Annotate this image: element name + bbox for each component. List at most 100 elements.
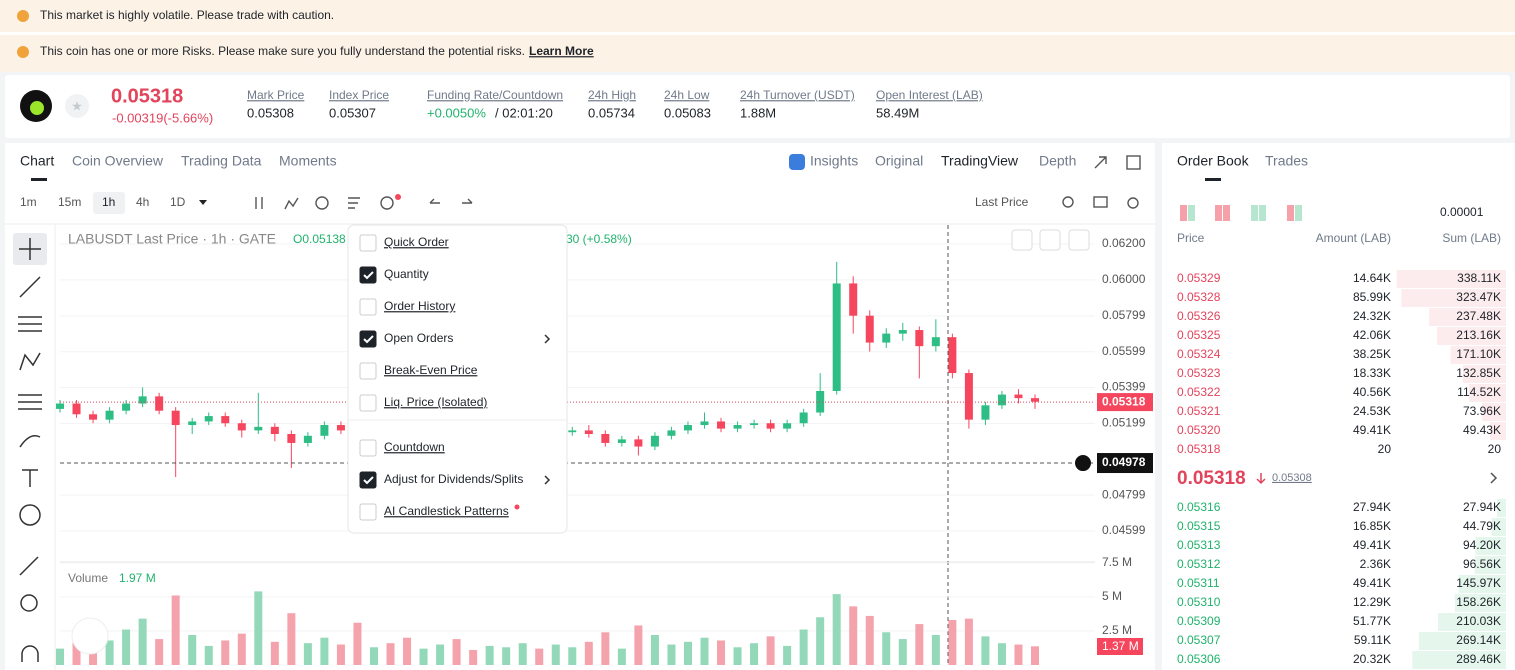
tool-pattern[interactable] [19, 352, 41, 371]
menu-item[interactable]: Order History [384, 299, 455, 313]
chart-tab[interactable]: Trading Data [181, 153, 262, 169]
menu-checkbox[interactable] [359, 503, 377, 521]
depth-bar [1418, 632, 1506, 650]
volume-bar [254, 591, 263, 665]
crosshair-plus[interactable] [1075, 455, 1091, 472]
interval[interactable]: 15m [58, 195, 81, 209]
menu-checkbox[interactable] [359, 394, 377, 412]
icon-search[interactable] [1062, 196, 1074, 208]
interval[interactable]: 1h [102, 195, 115, 209]
y-tick-label: 0.05599 [1102, 344, 1146, 358]
volume-tick-label: 5 M [1102, 589, 1122, 603]
ob-amount: 18.33K [1353, 366, 1391, 380]
tool-ruler[interactable] [19, 556, 39, 576]
ob-view-icon[interactable] [1215, 205, 1222, 221]
volume-bar [667, 644, 676, 665]
icon-camera[interactable] [1093, 196, 1108, 208]
candle-body [122, 403, 131, 411]
chart-corner-button[interactable] [1039, 229, 1061, 251]
ob-view-icon[interactable] [1223, 205, 1230, 221]
interval[interactable]: 1m [20, 195, 37, 209]
icon-replay[interactable] [315, 196, 329, 210]
chart-panel [5, 143, 1155, 670]
tool-line[interactable] [19, 276, 41, 298]
icon-indicators[interactable] [284, 197, 299, 210]
ob-tab[interactable]: Trades [1265, 153, 1308, 169]
ob-view-icon[interactable] [1287, 205, 1294, 221]
mid-chevron[interactable] [1490, 472, 1498, 484]
ob-sum: 44.79K [1463, 519, 1501, 533]
menu-item[interactable]: Quantity [384, 267, 429, 281]
tool-text[interactable] [22, 469, 38, 487]
icon-undo[interactable] [429, 198, 440, 204]
menu-item[interactable]: Open Orders [384, 331, 453, 345]
menu-item[interactable]: Adjust for Dividends/Splits [384, 472, 523, 486]
menu-item[interactable]: Liq. Price (Isolated) [384, 395, 487, 409]
icon-redo[interactable] [462, 198, 473, 204]
view-tab[interactable]: TradingView [941, 153, 1019, 169]
candle-body [964, 373, 973, 420]
volume-bar [270, 641, 279, 665]
check-mark [363, 476, 374, 485]
price-source[interactable]: Last Price [975, 195, 1029, 209]
ob-view-icon[interactable] [1295, 205, 1302, 221]
chart-tab[interactable]: Moments [279, 153, 337, 169]
tool-fib[interactable] [18, 316, 42, 332]
icon-window[interactable] [1126, 155, 1141, 170]
icon-fullscreen[interactable] [1094, 156, 1107, 169]
interval[interactable]: 4h [136, 195, 149, 209]
tool-brush[interactable] [19, 435, 41, 448]
view-tab[interactable]: Depth [1039, 153, 1076, 169]
tool-cross[interactable] [19, 238, 41, 260]
volume-bar [320, 637, 329, 665]
icon-template[interactable] [348, 197, 360, 209]
chart-corner-button[interactable] [1011, 229, 1033, 251]
stat-label: Funding Rate/Countdown [427, 88, 563, 102]
chart-corner-button[interactable] [1068, 229, 1090, 251]
ob-sum: 213.16K [1456, 328, 1501, 342]
ob-amount: 12.29K [1353, 595, 1391, 609]
ob-tab[interactable]: Order Book [1177, 153, 1250, 169]
ob-view-icon[interactable] [1188, 205, 1195, 221]
menu-checkbox[interactable] [359, 330, 377, 348]
depth-bar [1450, 346, 1506, 364]
volume-bar [584, 641, 593, 665]
favorite-star[interactable] [65, 94, 89, 118]
ob-precision[interactable]: 0.00001 [1440, 205, 1484, 219]
view-tab[interactable]: Insights [810, 153, 858, 169]
ob-view-icon[interactable] [1251, 205, 1258, 221]
learn-more-link[interactable]: Learn More [529, 44, 594, 58]
chart-tab[interactable]: Coin Overview [72, 153, 164, 169]
interval-selected [93, 192, 125, 214]
candle-body [997, 394, 1006, 406]
menu-checkbox[interactable] [359, 471, 377, 489]
view-tab[interactable]: Original [875, 153, 923, 169]
volume-bar [221, 640, 230, 665]
menu-checkbox[interactable] [359, 266, 377, 284]
banner-text: This coin has one or more Risks. Please … [40, 44, 525, 58]
volume-bar [997, 643, 1006, 665]
ob-view-icon[interactable] [1180, 205, 1187, 221]
ob-view-icon[interactable] [1259, 205, 1266, 221]
volume-bar [237, 633, 246, 665]
menu-item[interactable]: Quick Order [384, 235, 449, 249]
menu-checkbox[interactable] [359, 234, 377, 252]
icon-settings[interactable] [1127, 197, 1139, 209]
icon-add[interactable] [380, 196, 394, 210]
chart-tab[interactable]: Chart [20, 153, 54, 169]
tool-emoji[interactable] [19, 504, 41, 526]
interval[interactable]: 1D [170, 195, 186, 209]
menu-item[interactable]: Break-Even Price [384, 363, 478, 377]
banner-divider [0, 32, 1515, 35]
menu-checkbox[interactable] [359, 439, 377, 457]
tool-zoom[interactable] [20, 594, 38, 612]
menu-item[interactable]: AI Candlestick Patterns [384, 504, 509, 518]
menu-item[interactable]: Countdown [384, 440, 445, 454]
tool-magnet[interactable] [21, 645, 39, 662]
icon-candles[interactable] [255, 197, 263, 209]
ob-sum: 323.47K [1456, 290, 1501, 304]
tool-projection[interactable] [18, 394, 42, 410]
menu-checkbox[interactable] [359, 298, 377, 316]
stat-extra: / 02:01:20 [495, 105, 553, 120]
menu-checkbox[interactable] [359, 362, 377, 380]
